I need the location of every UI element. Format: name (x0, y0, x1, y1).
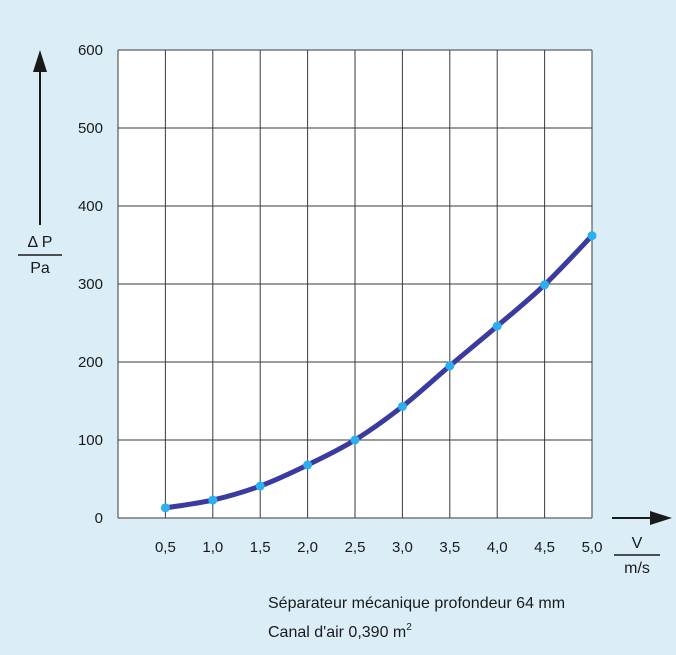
caption-line-2: Canal d'air 0,390 m2 (268, 622, 412, 641)
x-tick-labels: 0,5 1,0 1,5 2,0 2,5 3,0 3,5 4,0 4,5 5,0 (155, 539, 602, 556)
data-point (160, 503, 170, 513)
x-tick-label: 3,0 (392, 539, 413, 556)
x-tick-label: 2,5 (345, 539, 366, 556)
x-tick-label: 2,0 (297, 539, 318, 556)
y-tick-label: 400 (78, 198, 103, 215)
data-point (303, 460, 313, 470)
data-point (208, 495, 218, 505)
y-tick-label: 200 (78, 354, 103, 371)
x-tick-label: 1,5 (250, 539, 271, 556)
x-tick-label: 4,5 (534, 539, 555, 556)
caption-line-2-text: Canal d'air 0,390 m (268, 624, 406, 641)
x-axis-label-bottom: m/s (624, 560, 650, 577)
y-axis-arrowhead (33, 50, 47, 72)
y-tick-labels: 0 100 200 300 400 500 600 (78, 42, 103, 527)
caption-line-2-superscript: 2 (406, 622, 412, 633)
x-tick-label: 0,5 (155, 539, 176, 556)
y-tick-label: 300 (78, 276, 103, 293)
y-tick-label: 0 (95, 510, 103, 527)
data-point (587, 231, 597, 241)
y-tick-label: 100 (78, 432, 103, 449)
data-point (397, 401, 407, 411)
data-point (255, 481, 265, 491)
data-point (350, 435, 360, 445)
data-point (540, 280, 550, 290)
y-tick-label: 500 (78, 120, 103, 137)
x-tick-label: 5,0 (582, 539, 603, 556)
x-axis-label-top: V (632, 535, 643, 552)
x-tick-label: 4,0 (487, 539, 508, 556)
series-line (162, 233, 595, 511)
data-point (492, 321, 502, 331)
series-group (160, 231, 597, 513)
y-axis-label-top: Δ P (28, 234, 53, 251)
caption-line-1: Séparateur mécanique profondeur 64 mm (268, 595, 565, 612)
x-tick-label: 1,0 (202, 539, 223, 556)
y-tick-label: 600 (78, 42, 103, 59)
x-tick-label: 3,5 (439, 539, 460, 556)
data-point (445, 361, 455, 371)
x-axis-arrowhead (650, 511, 672, 525)
y-axis-label-bottom: Pa (30, 260, 50, 277)
